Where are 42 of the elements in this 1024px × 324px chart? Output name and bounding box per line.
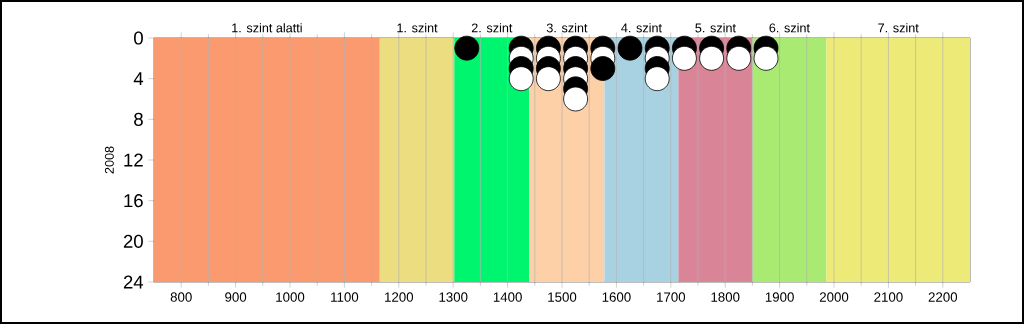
band-label: 7. szint bbox=[878, 23, 919, 33]
band-label: 3. szint bbox=[546, 23, 588, 33]
y-axis-title: 2008 bbox=[104, 146, 114, 174]
point bbox=[508, 66, 534, 92]
x-tick-label: 1200 bbox=[385, 292, 414, 302]
point bbox=[672, 45, 697, 71]
x-tick-label: 2000 bbox=[819, 292, 849, 302]
y-tick-label: 8 bbox=[134, 112, 143, 126]
x-tick-label: 1300 bbox=[439, 292, 468, 302]
point bbox=[536, 66, 561, 92]
band-label: 1. szint alatti bbox=[232, 23, 302, 33]
point bbox=[454, 35, 480, 61]
point bbox=[726, 45, 752, 71]
point bbox=[563, 86, 589, 112]
x-tick-label: 1700 bbox=[657, 292, 686, 302]
y-tick-label: 20 bbox=[123, 234, 143, 248]
band-label: 5. szint bbox=[695, 23, 736, 33]
x-tick-label: 800 bbox=[170, 292, 192, 302]
band-label: 6. szint bbox=[769, 23, 810, 33]
x-tick-label: 1400 bbox=[493, 292, 522, 302]
point bbox=[590, 56, 616, 81]
y-tick-label: 4 bbox=[133, 72, 144, 86]
x-tick-label: 1800 bbox=[711, 292, 740, 302]
band-label: 4. szint bbox=[621, 23, 662, 33]
x-tick-label: 1900 bbox=[765, 292, 794, 302]
x-tick-label: 1000 bbox=[276, 292, 305, 302]
band-label: 2. szint bbox=[471, 23, 513, 33]
x-tick-label: 1600 bbox=[602, 292, 631, 302]
x-tick-label: 900 bbox=[225, 292, 247, 302]
point bbox=[699, 45, 725, 71]
x-tick-label: 2200 bbox=[928, 292, 958, 302]
x-tick-label: 1100 bbox=[331, 292, 359, 302]
x-tick-label: 1500 bbox=[548, 292, 577, 302]
point bbox=[644, 66, 670, 92]
y-tick-label: 16 bbox=[124, 194, 143, 208]
y-tick-label: 0 bbox=[134, 31, 143, 45]
x-tick-label: 2100 bbox=[874, 292, 903, 302]
band-label: 1. szint bbox=[397, 23, 438, 33]
point bbox=[753, 45, 779, 71]
point bbox=[617, 35, 643, 61]
y-tick-label: 24 bbox=[123, 275, 144, 289]
y-tick-label: 12 bbox=[124, 153, 143, 167]
